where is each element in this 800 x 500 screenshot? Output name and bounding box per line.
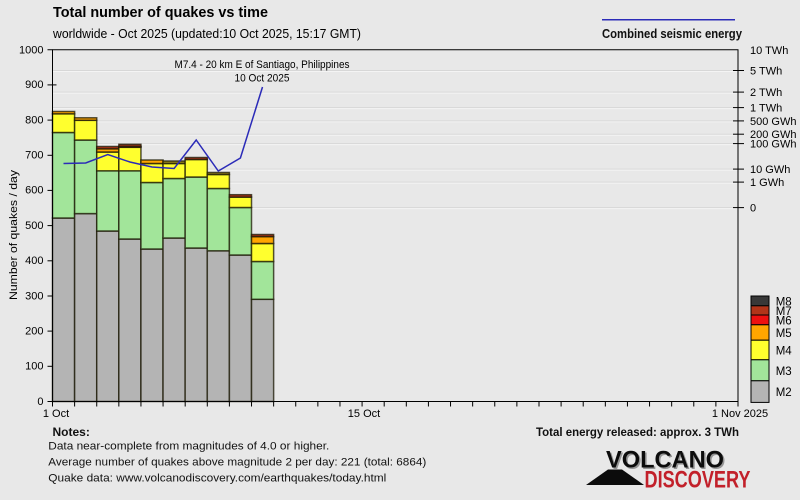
svg-text:200 GWh: 200 GWh [750,129,796,141]
svg-text:400: 400 [25,255,43,267]
svg-text:Number of quakes / day: Number of quakes / day [8,169,20,300]
svg-text:300: 300 [25,290,43,302]
svg-text:2 TWh: 2 TWh [750,87,782,99]
svg-text:0: 0 [750,203,756,215]
svg-text:900: 900 [25,79,43,91]
svg-text:M7.4 - 20 km E of Santiago, Ph: M7.4 - 20 km E of Santiago, Philippines [175,59,350,71]
svg-text:worldwide - Oct 2025 (updated:: worldwide - Oct 2025 (updated:10 Oct 202… [52,26,361,41]
svg-text:10 TWh: 10 TWh [750,45,788,57]
svg-text:500 GWh: 500 GWh [750,116,796,128]
svg-text:700: 700 [25,150,43,162]
svg-text:VOLCANO: VOLCANO [608,448,726,475]
svg-text:1 Oct: 1 Oct [43,408,69,420]
svg-text:Combined seismic energy: Combined seismic energy [602,26,743,41]
svg-text:600: 600 [25,185,43,197]
svg-text:Average number of quakes above: Average number of quakes above magnitude… [48,457,426,469]
svg-text:DISCOVERY: DISCOVERY [645,467,751,494]
svg-text:10 GWh: 10 GWh [750,164,790,176]
svg-text:M5: M5 [776,328,792,340]
svg-text:Quake data: www.volcanodiscove: Quake data: www.volcanodiscovery.com/ear… [48,473,386,485]
svg-text:1 GWh: 1 GWh [750,177,784,189]
svg-text:200: 200 [25,325,43,337]
svg-text:10 Oct 2025: 10 Oct 2025 [235,73,290,85]
svg-text:M8: M8 [776,297,792,309]
svg-text:15 Oct: 15 Oct [348,408,380,420]
svg-text:5 TWh: 5 TWh [750,66,782,78]
svg-text:M6: M6 [776,316,792,328]
svg-text:M2: M2 [776,387,792,399]
svg-text:800: 800 [25,114,43,126]
svg-text:0: 0 [37,396,43,408]
svg-text:M7: M7 [776,306,792,318]
svg-text:1000: 1000 [19,44,43,56]
svg-text:Total energy released: approx.: Total energy released: approx. 3 TWh [536,425,739,439]
svg-text:500: 500 [25,220,43,232]
svg-text:Notes:: Notes: [53,425,90,439]
svg-text:100 GWh: 100 GWh [750,139,796,151]
svg-text:100: 100 [25,361,43,373]
svg-text:1 Nov 2025: 1 Nov 2025 [712,408,768,420]
svg-text:Data near-complete from magnit: Data near-complete from magnitudes of 4.… [48,440,329,452]
svg-text:1 TWh: 1 TWh [750,103,782,115]
svg-text:VOLCANO: VOLCANO [606,447,724,474]
svg-text:M4: M4 [776,346,793,358]
svg-text:Total number of quakes vs time: Total number of quakes vs time [53,4,268,21]
svg-text:M3: M3 [776,366,792,378]
